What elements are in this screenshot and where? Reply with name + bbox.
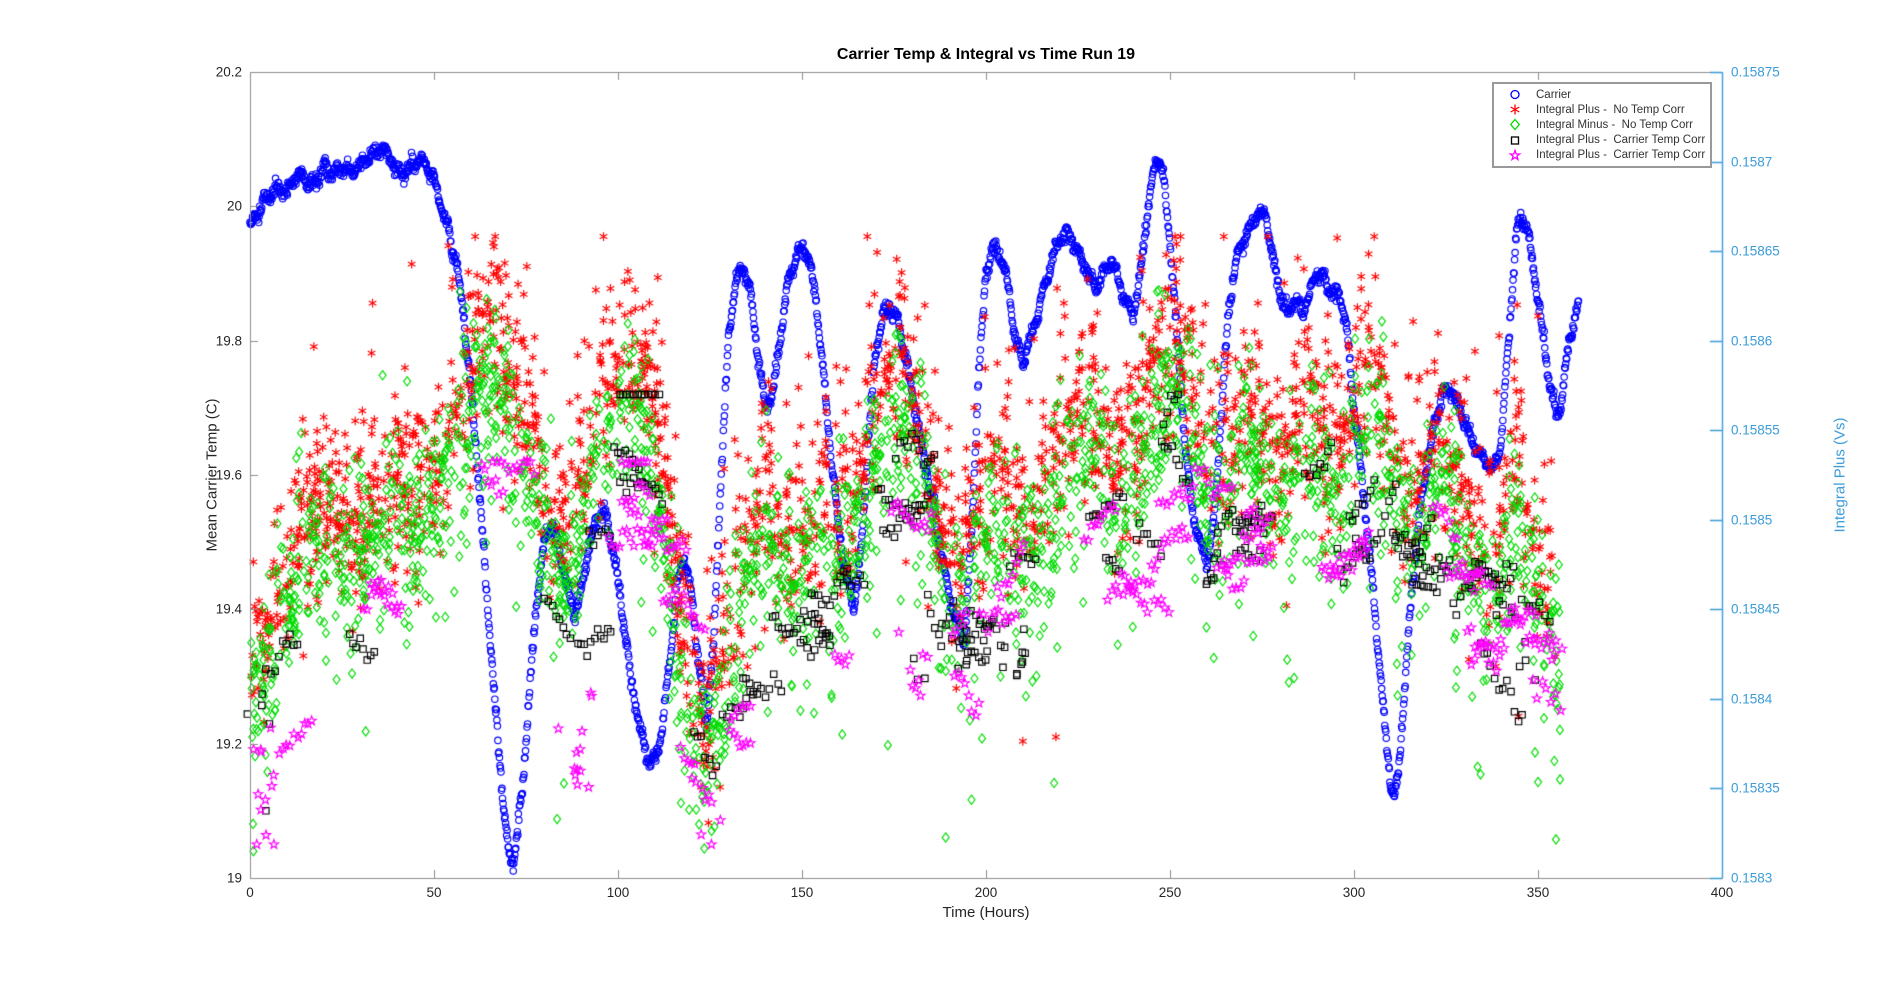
asterisk-marker-icon	[1494, 102, 1536, 117]
legend-box: Carrier Integral Plus - No Temp Corr Int…	[1492, 82, 1712, 168]
legend-label: Carrier	[1536, 88, 1572, 101]
legend-label: Integral Minus - No Temp Corr	[1536, 118, 1694, 131]
x-axis-label: Time (Hours)	[942, 904, 1030, 921]
x-tick-label: 0	[246, 885, 254, 900]
y-left-tick-label: 20	[226, 198, 242, 214]
y-right-tick-label: 0.15855	[1731, 422, 1780, 438]
legend-row-carrier: Carrier	[1494, 87, 1710, 102]
x-tick-label: 250	[1158, 885, 1182, 900]
legend-row-integral-plus-no-corr: Integral Plus - No Temp Corr	[1494, 102, 1710, 117]
y-right-tick-label: 0.1587	[1731, 154, 1773, 170]
x-tick-label: 50	[426, 885, 442, 900]
y-right-tick-label: 0.15845	[1731, 601, 1780, 617]
legend-label: Integral Plus - Carrier Temp Corr	[1536, 134, 1706, 147]
y-left-tick-label: 19	[226, 870, 242, 886]
y-left-tick-label: 19.6	[215, 467, 242, 483]
x-tick-label: 100	[606, 885, 630, 900]
legend-row-integral-plus-temp-corr: Integral Plus - Carrier Temp Corr	[1494, 133, 1710, 148]
y-left-tick-label: 19.4	[215, 601, 242, 617]
y-right-tick-label: 0.1583	[1731, 870, 1773, 886]
legend-label: Integral Plus - Carrier Temp Corr	[1536, 149, 1706, 162]
x-tick-label: 150	[790, 885, 814, 900]
y-right-tick-label: 0.1586	[1731, 333, 1773, 349]
legend-row-integral-plus-temp-corr-2: Integral Plus - Carrier Temp Corr	[1494, 148, 1710, 163]
chart-title: Carrier Temp & Integral vs Time Run 19	[836, 46, 1136, 63]
x-tick-label: 350	[1526, 885, 1550, 900]
y-right-tick-label: 0.15865	[1731, 243, 1780, 259]
y-right-tick-label: 0.1585	[1731, 512, 1773, 528]
x-tick-label: 400	[1710, 885, 1734, 900]
legend-row-integral-minus-no-corr: Integral Minus - No Temp Corr	[1494, 117, 1710, 132]
y-right-tick-label: 0.15835	[1731, 780, 1780, 796]
y-axis-label-right: Integral Plus (Vs)	[1831, 417, 1849, 533]
diamond-marker-icon	[1494, 117, 1536, 132]
y-right-tick-label: 0.1584	[1731, 691, 1773, 707]
x-tick-label: 200	[974, 885, 998, 900]
x-tick-label: 300	[1342, 885, 1366, 900]
pentagram-marker-icon	[1494, 148, 1536, 163]
legend-label: Integral Plus - No Temp Corr	[1536, 103, 1685, 116]
y-left-tick-label: 20.2	[215, 64, 242, 80]
y-left-tick-label: 19.2	[215, 736, 242, 752]
carrier-circle-icon	[1494, 87, 1536, 102]
y-right-tick-label: 0.15875	[1731, 64, 1780, 80]
square-marker-icon	[1494, 133, 1536, 148]
y-left-tick-label: 19.8	[215, 333, 242, 349]
